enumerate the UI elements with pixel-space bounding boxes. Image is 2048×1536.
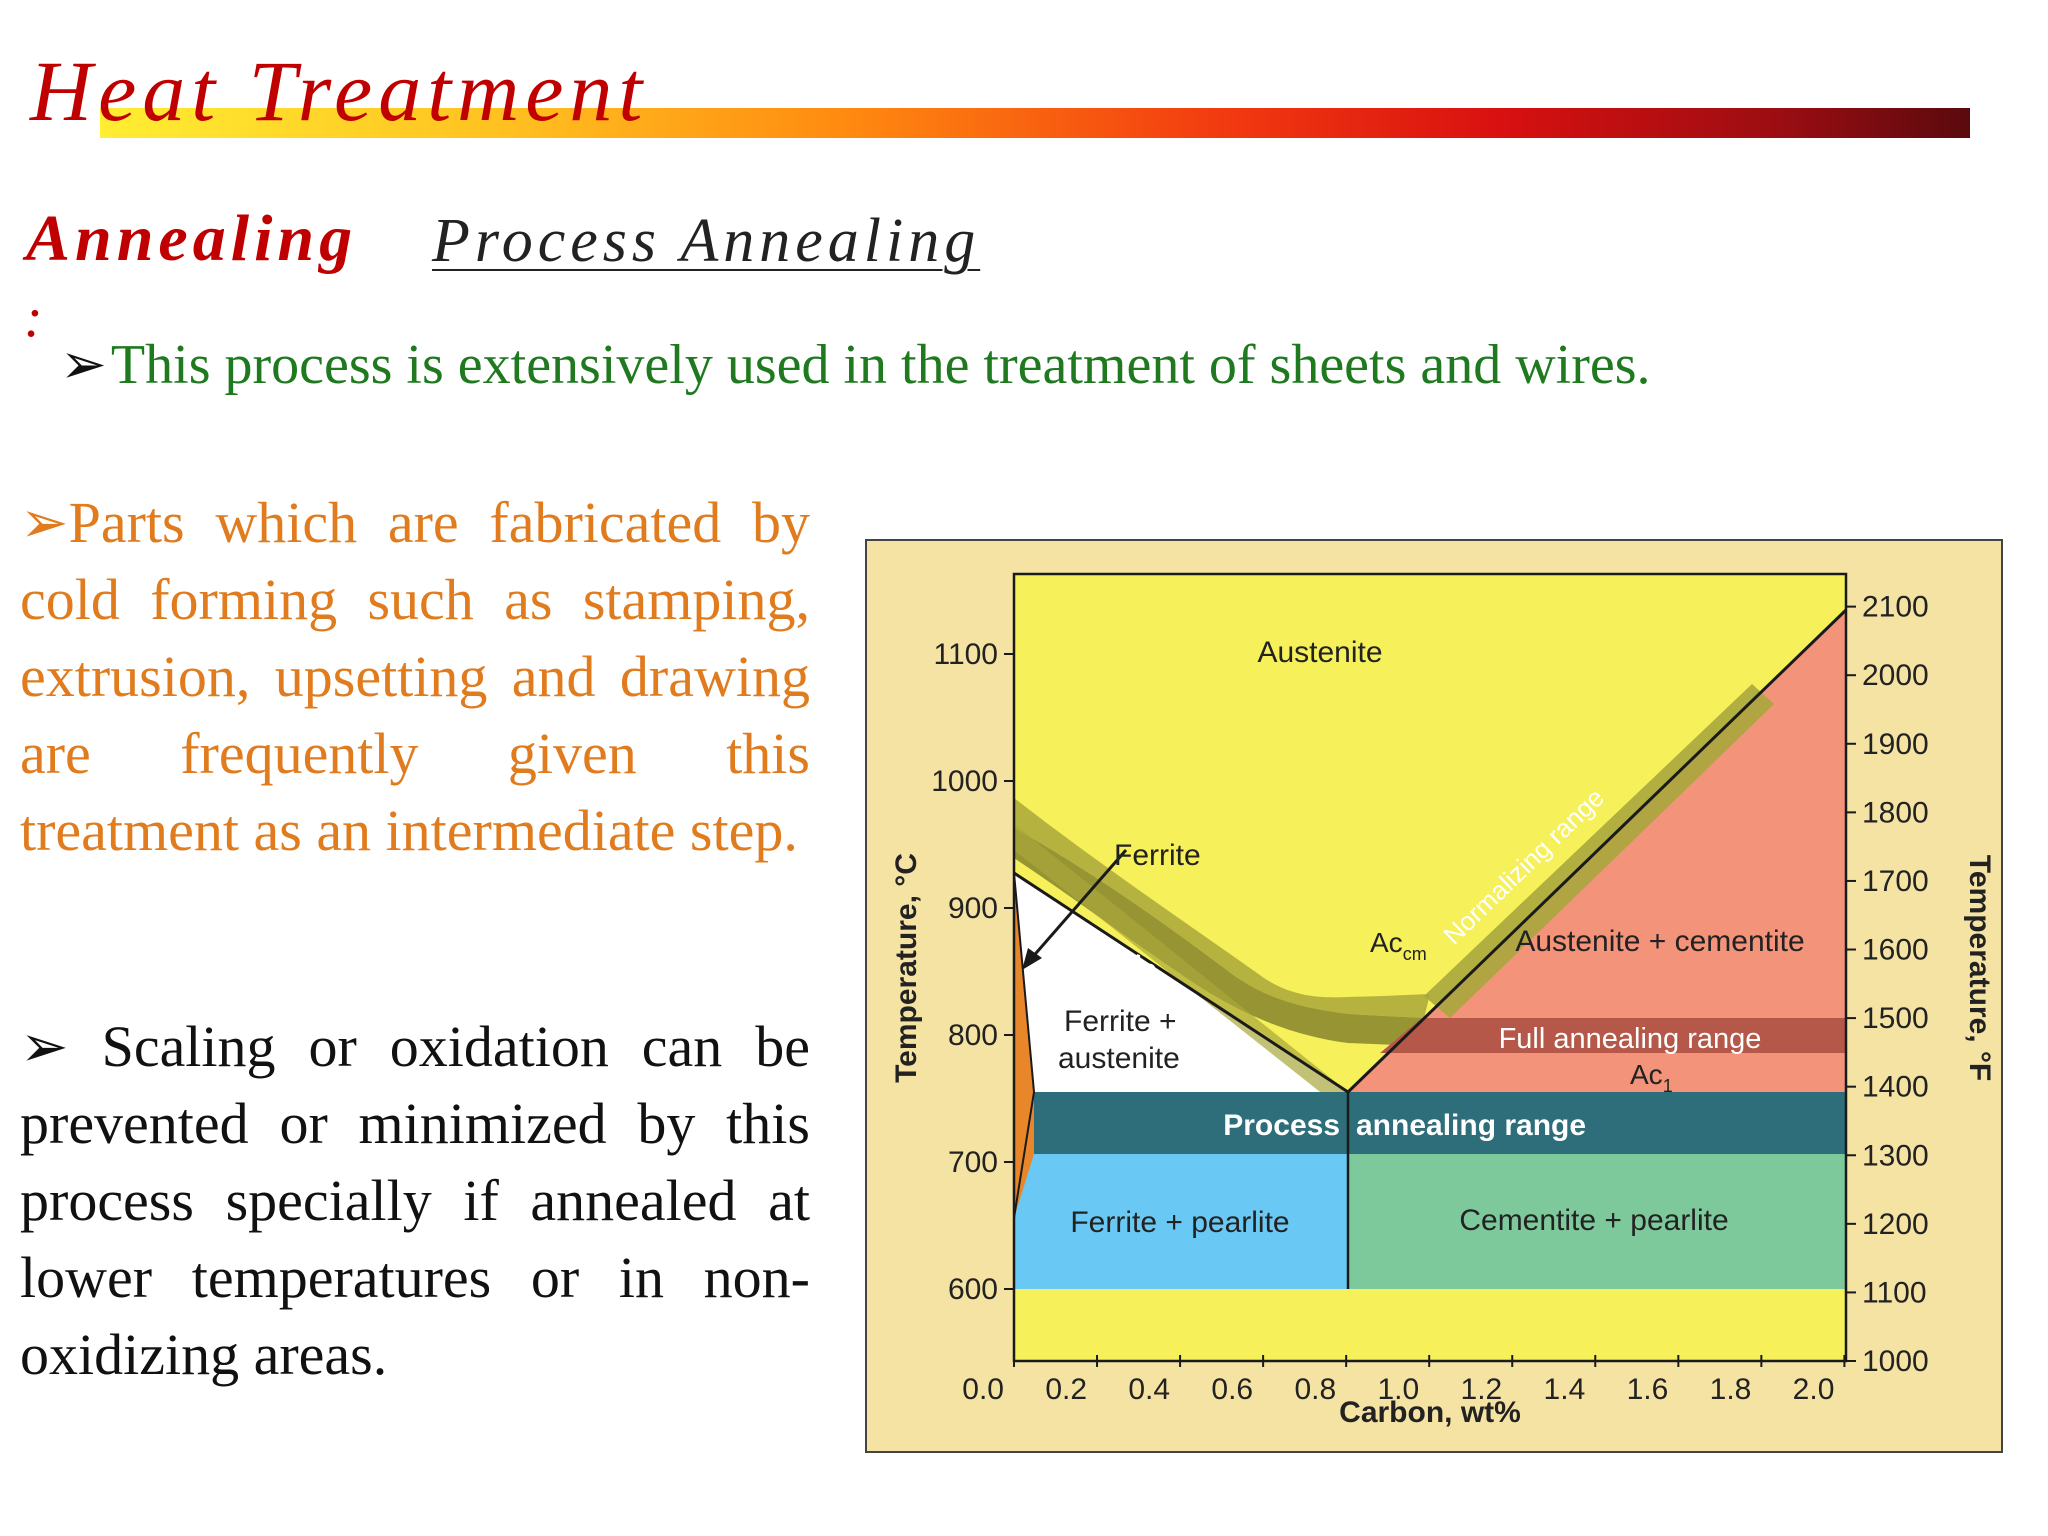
- region-cementite-pearlite: Cementite + pearlite: [1459, 1204, 1728, 1237]
- fabrication-text: Parts which are fabricated by cold formi…: [20, 490, 810, 863]
- full-annealing-range-label: Full annealing range: [1499, 1023, 1762, 1055]
- fahrenheit-tick-label: 1500: [1862, 1002, 1929, 1035]
- accm-label-main: Ac: [1370, 927, 1403, 958]
- carbon-axis: 0.0 0.2 0.4 0.6 0.8 1.0 1.2 1.4 1.6 1.8 2.0: [962, 1355, 1846, 1406]
- accm-label: Accm: [1370, 927, 1427, 964]
- celsius-tick-label: 1100: [933, 638, 998, 671]
- fahrenheit-tick-label: 1300: [1862, 1139, 1929, 1172]
- title-gradient-bar: [100, 108, 1970, 138]
- ferrite-strip: [1014, 873, 1034, 1218]
- region-ferrite: Ferrite: [1114, 839, 1201, 872]
- region-ferrite-austenite-2: austenite: [1058, 1042, 1180, 1075]
- region-austenite-cementite: Austenite + cementite: [1515, 925, 1804, 958]
- carbon-tick-label: 0.6: [1211, 1373, 1253, 1406]
- carbon-tick-label: 1.2: [1461, 1373, 1503, 1406]
- fahrenheit-tick-label: 1600: [1862, 934, 1929, 967]
- carbon-tick-label: 1.6: [1627, 1373, 1669, 1406]
- right-axis-title: Temperature, °F: [1963, 855, 1996, 1082]
- bullet-arrow-icon: ➢: [60, 334, 107, 396]
- fahrenheit-tick-label: 1700: [1862, 865, 1929, 898]
- scaling-text: Scaling or oxidation can be prevented or…: [20, 1014, 810, 1387]
- carbon-tick-label: 0.4: [1128, 1373, 1170, 1406]
- carbon-tick-label: 1.8: [1710, 1373, 1752, 1406]
- carbon-tick-label: 1.0: [1377, 1373, 1419, 1406]
- celsius-tick-label: 600: [948, 1273, 998, 1306]
- x-axis-title: Carbon, wt%: [1339, 1396, 1521, 1429]
- region-ferrite-pearlite: Ferrite + pearlite: [1070, 1206, 1289, 1239]
- fahrenheit-tick-label: 1100: [1862, 1276, 1927, 1309]
- bullet-arrow-icon: ➢: [20, 1014, 69, 1079]
- intro-text: This process is extensively used in the …: [110, 334, 1651, 396]
- cementite-pearlite-region: [1348, 1154, 1846, 1289]
- fahrenheit-tick-label: 2100: [1862, 591, 1929, 624]
- carbon-tick-label: 0.8: [1294, 1373, 1336, 1406]
- heading-colon: :: [24, 287, 43, 349]
- celsius-axis: 1100 1000 900 800 700 600: [931, 638, 1014, 1306]
- celsius-tick-label: 700: [948, 1146, 998, 1179]
- fabrication-paragraph: ➢Parts which are fabricated by cold form…: [20, 484, 810, 869]
- process-annealing-link[interactable]: Process Annealing: [432, 207, 981, 275]
- accm-label-sub: cm: [1403, 944, 1427, 964]
- ac1-label-sub: 1: [1663, 1076, 1673, 1096]
- fahrenheit-tick-label: 2000: [1862, 659, 1929, 692]
- celsius-tick-label: 800: [948, 1019, 998, 1052]
- ac1-label-main: Ac: [1630, 1059, 1663, 1090]
- bullet-arrow-icon: ➢: [20, 490, 69, 555]
- fahrenheit-axis: 2100 2000 1900 1800 1700 1600 1500 1400 1300 1200…: [1846, 591, 1929, 1378]
- carbon-tick-label: 0.2: [1045, 1373, 1087, 1406]
- ferrite-boundary: [1014, 872, 1036, 1219]
- left-axis-title: Temperature, °C: [890, 853, 923, 1083]
- iron-carbon-phase-diagram: Austenite Ferrite Ferrite + austenite Au…: [865, 539, 2003, 1453]
- carbon-tick-label: 0.0: [962, 1373, 1004, 1406]
- ac3-line: [1014, 871, 1349, 1094]
- fahrenheit-tick-label: 1200: [1862, 1208, 1929, 1241]
- full-annealing-band: [1380, 1018, 1846, 1053]
- intro-bullet: ➢This process is extensively used in the…: [60, 332, 1651, 399]
- accm-line: [1346, 608, 1846, 1094]
- normalizing-band-lower: [1014, 798, 1430, 1018]
- ac1-label: Ac1: [1630, 1059, 1673, 1096]
- slide-title: Heat Treatment: [30, 43, 649, 139]
- celsius-tick-label: 1000: [931, 765, 998, 798]
- ac3-lower-band: [1014, 824, 1348, 1114]
- fahrenheit-tick-label: 1400: [1862, 1071, 1929, 1104]
- process-annealing-band: [1014, 1092, 1846, 1154]
- fahrenheit-tick-label: 1800: [1862, 796, 1929, 829]
- section-heading: Annealing: [26, 202, 358, 275]
- fahrenheit-tick-label: 1900: [1862, 728, 1929, 761]
- carbon-tick-label: 2.0: [1793, 1373, 1835, 1406]
- ferrite-pearlite-region: [1014, 1154, 1348, 1289]
- ferrite-pointer-line: [1028, 849, 1128, 961]
- ac3-band: [1014, 828, 1424, 1046]
- region-ferrite-austenite-1: Ferrite +: [1064, 1005, 1177, 1038]
- region-austenite: Austenite: [1257, 636, 1382, 669]
- celsius-tick-label: 900: [948, 892, 998, 925]
- fahrenheit-tick-label: 1000: [1862, 1345, 1929, 1378]
- scaling-paragraph: ➢ Scaling or oxidation can be prevented …: [20, 1008, 810, 1393]
- ferrite-pointer-arrowhead-icon: [1022, 948, 1042, 970]
- carbon-tick-label: 1.4: [1544, 1373, 1586, 1406]
- process-annealing-label-1: Process: [1223, 1109, 1340, 1142]
- process-annealing-label-2: annealing range: [1356, 1109, 1586, 1142]
